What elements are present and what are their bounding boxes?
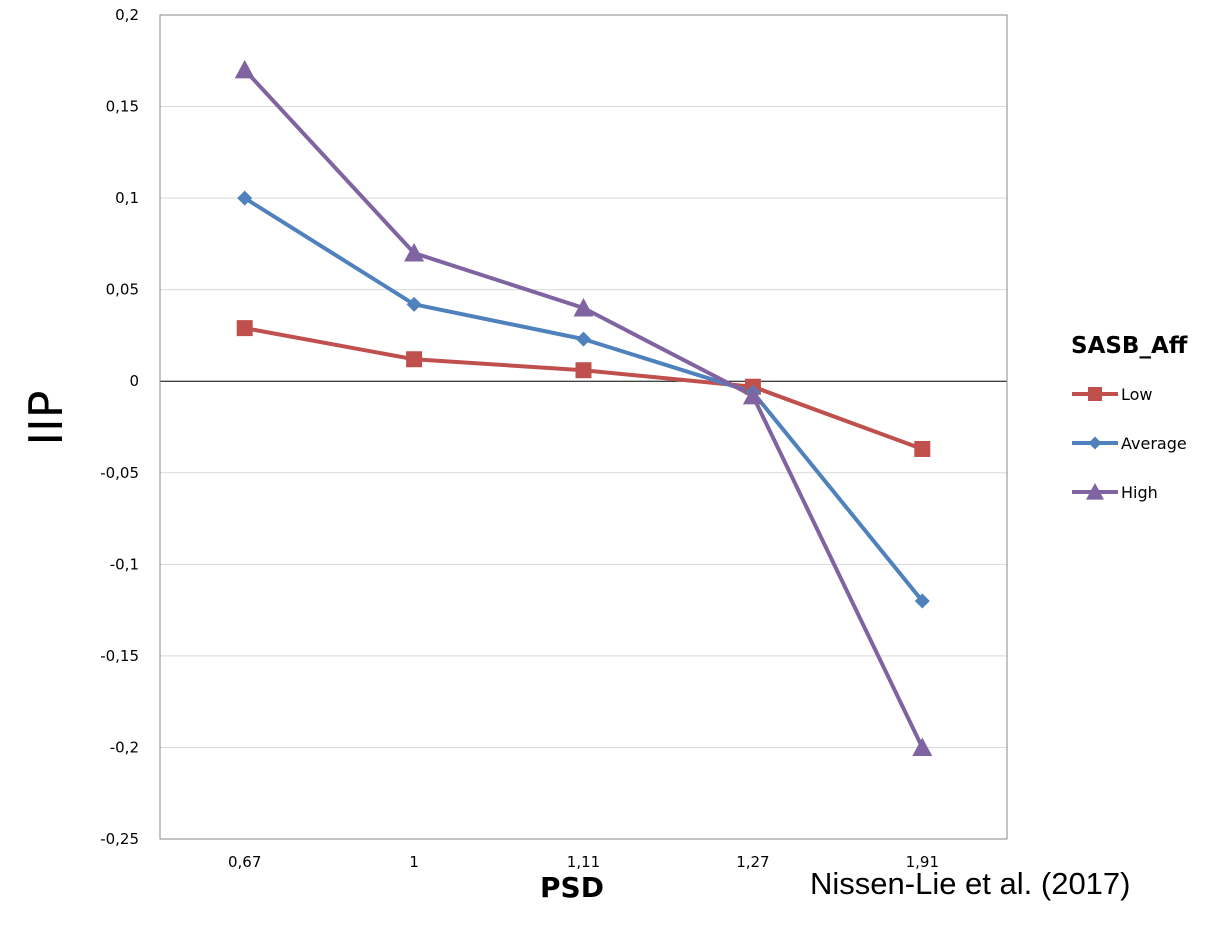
- data-point-low: [236, 320, 253, 337]
- data-point-high: [573, 297, 594, 317]
- legend-marker-high: [1086, 483, 1104, 500]
- y-tick-label: -0,2: [110, 738, 139, 756]
- legend: SASB_Aff Low Average High: [1071, 333, 1188, 502]
- plot-area: [159, 14, 1008, 840]
- gridlines: [160, 14, 1007, 840]
- data-point-low: [575, 362, 592, 379]
- data-point-high: [912, 737, 933, 756]
- series-lines: [243, 68, 925, 749]
- x-tick-label: 0,67: [228, 853, 261, 871]
- series-line-high: [243, 68, 925, 749]
- y-tick-label: 0,15: [106, 98, 139, 116]
- data-point-average: [914, 593, 930, 609]
- y-tick-label: 0,1: [115, 189, 139, 207]
- legend-title: SASB_Aff: [1071, 333, 1188, 359]
- data-point-average: [406, 296, 422, 312]
- data-point-low: [406, 351, 423, 368]
- x-tick-labels: 0,67 1 1,11 1,27 1,91: [228, 853, 939, 871]
- y-tick-label: -0,25: [100, 830, 139, 848]
- y-tick-labels: 0,2 0,15 0,1 0,05 0 -0,05 -0,1 -0,15 -0,2 -0,25: [100, 6, 139, 848]
- legend-marker-low: [1088, 387, 1102, 401]
- x-tick-label: 1,11: [567, 853, 600, 871]
- legend-items: Low Average High: [1072, 385, 1187, 502]
- y-tick-label: -0,05: [100, 464, 139, 482]
- data-point-high: [234, 59, 255, 79]
- y-tick-label: -0,15: [100, 647, 139, 665]
- x-axis-title: PSD: [540, 871, 604, 904]
- x-tick-label: 1,91: [906, 853, 939, 871]
- y-tick-label: 0,05: [106, 281, 139, 299]
- data-point-low: [914, 440, 931, 457]
- data-point-high: [404, 243, 425, 262]
- x-tick-label: 1: [409, 853, 419, 871]
- legend-label-average: Average: [1121, 434, 1187, 453]
- data-point-average: [576, 331, 591, 347]
- citation: Nissen-Lie et al. (2017): [810, 866, 1131, 901]
- legend-marker-average: [1088, 436, 1102, 450]
- legend-label-high: High: [1121, 483, 1158, 502]
- y-tick-label: 0,2: [115, 6, 139, 24]
- y-tick-label: 0: [129, 372, 139, 390]
- series-markers: [234, 59, 933, 756]
- x-tick-label: 1,27: [736, 853, 769, 871]
- data-point-high: [742, 385, 763, 405]
- legend-label-low: Low: [1121, 385, 1153, 404]
- y-tick-label: -0,1: [110, 555, 139, 573]
- y-axis-title: IIP: [19, 391, 73, 446]
- data-point-average: [237, 190, 253, 206]
